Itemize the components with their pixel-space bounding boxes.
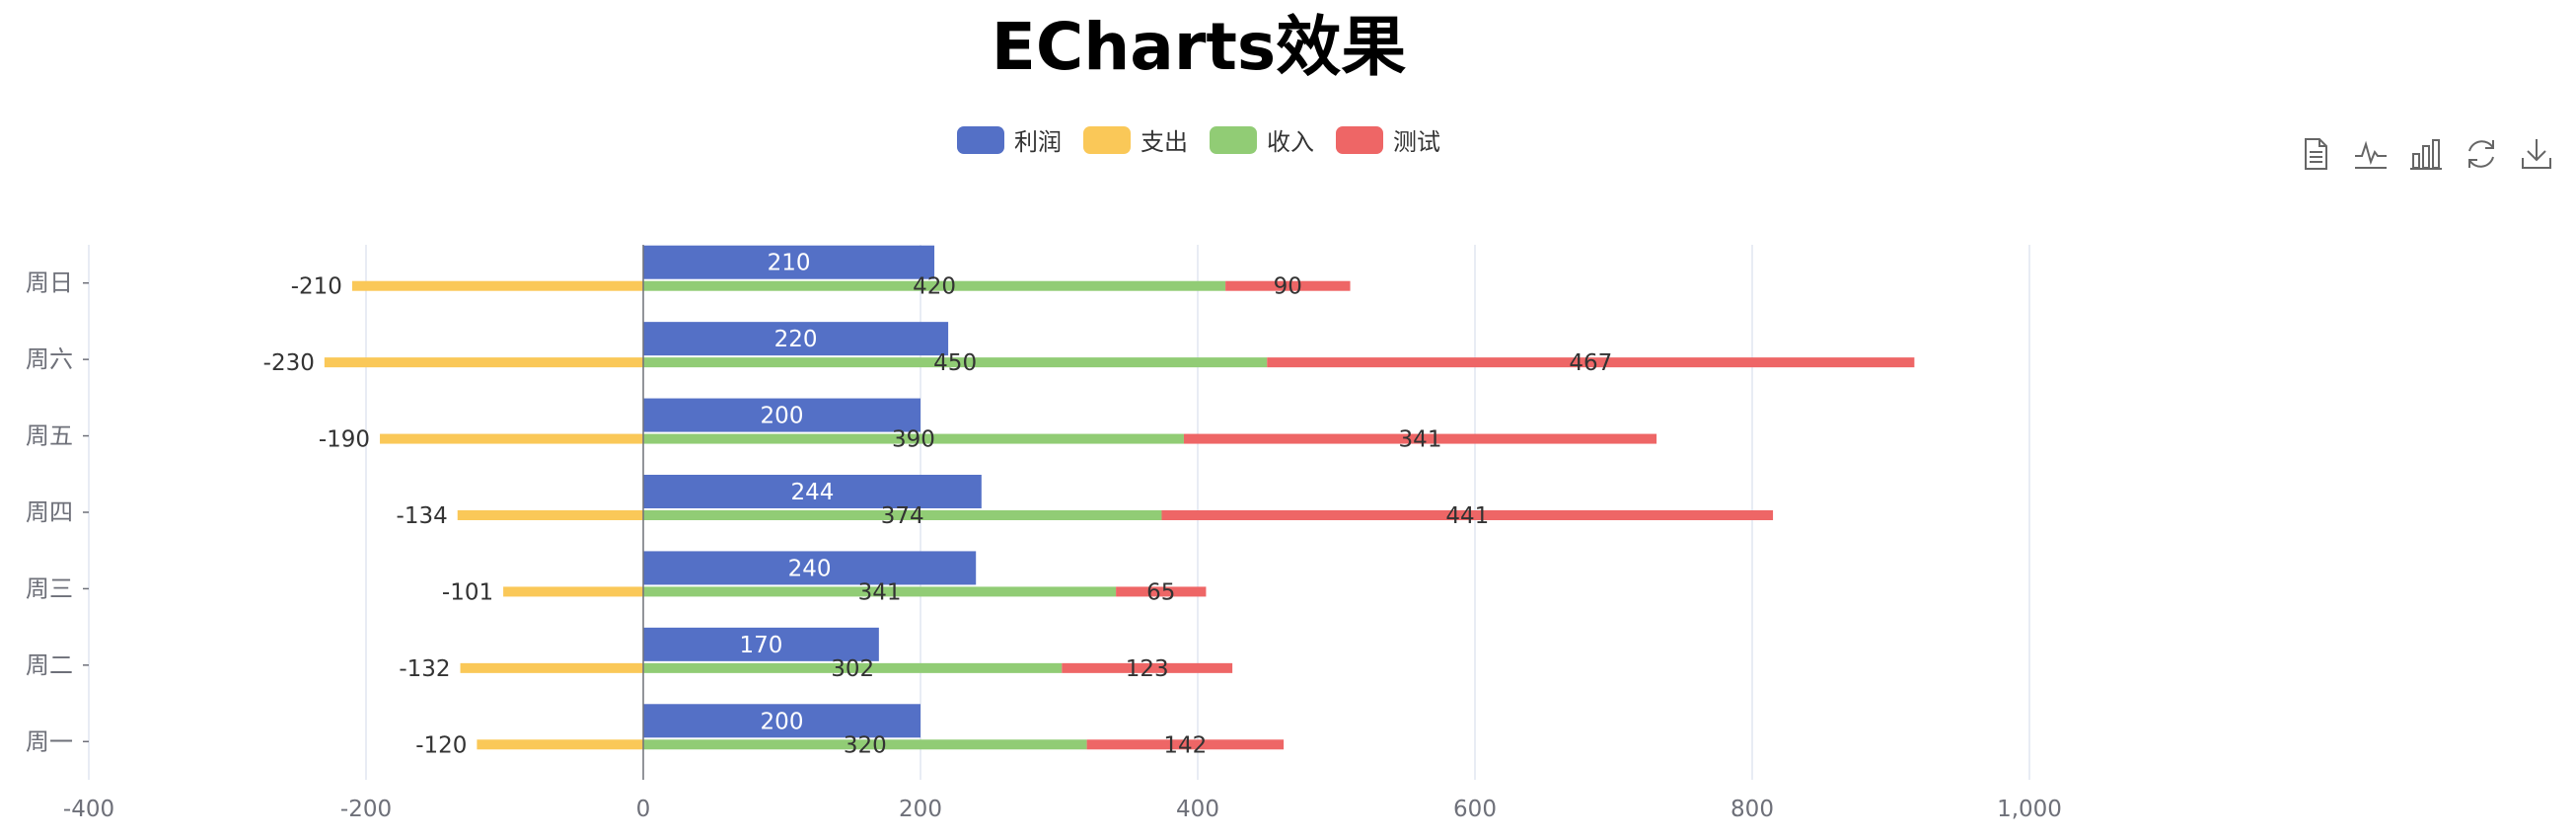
chart-title: ECharts效果: [991, 9, 1407, 85]
bar-test: [1062, 662, 1233, 673]
bar-income: [643, 662, 1063, 673]
bar-profit: [643, 475, 982, 508]
y-tick-label: 周四: [26, 498, 73, 526]
bar-profit: [643, 704, 920, 738]
y-tick-label: 周二: [26, 651, 73, 679]
data-label-test: 441: [1445, 503, 1489, 529]
y-tick-label: 周三: [26, 574, 73, 602]
bar-profit: [643, 627, 879, 661]
data-label-profit: 170: [739, 633, 782, 658]
data-view-icon[interactable]: [2298, 136, 2333, 172]
bar-profit: [643, 398, 920, 432]
legend-swatch-profit: [957, 125, 1004, 154]
y-tick-label: 周日: [26, 269, 73, 297]
bar-expense: [380, 433, 643, 444]
data-label-expense: -101: [442, 579, 493, 605]
legend-swatch-expense: [1083, 125, 1131, 154]
data-label-expense: -120: [415, 732, 467, 758]
data-label-income: 320: [844, 732, 887, 758]
bar-income: [643, 280, 1226, 291]
bar-profit: [643, 245, 935, 279]
bar-expense: [460, 662, 643, 673]
x-tick-label: -400: [63, 797, 114, 822]
bar-income: [643, 433, 1184, 444]
legend-label-income: 收入: [1267, 128, 1314, 156]
data-label-expense: -230: [263, 350, 315, 376]
data-label-expense: -210: [291, 274, 342, 300]
legend-label-test: 测试: [1393, 128, 1440, 156]
bar-income: [643, 357, 1268, 368]
data-label-profit: 220: [774, 327, 818, 352]
data-label-income: 341: [858, 579, 902, 605]
legend-item-profit[interactable]: 利润: [957, 122, 1062, 157]
bar-test: [1116, 586, 1207, 597]
legend-item-expense[interactable]: 支出: [1083, 122, 1188, 157]
bar-test: [1225, 280, 1351, 291]
legend-item-income[interactable]: 收入: [1210, 122, 1314, 157]
data-label-income: 420: [913, 274, 956, 300]
data-label-profit: 200: [761, 404, 804, 429]
data-label-profit: 210: [768, 251, 811, 276]
bar-test: [1161, 510, 1774, 520]
restore-icon[interactable]: [2464, 136, 2499, 172]
x-tick-label: 1,000: [1997, 797, 2062, 822]
x-tick-label: 0: [636, 797, 651, 822]
legend-label-expense: 支出: [1141, 128, 1188, 156]
data-label-test: 90: [1274, 274, 1302, 300]
bar-expense: [324, 357, 643, 368]
data-label-profit: 244: [790, 480, 834, 505]
legend-swatch-test: [1336, 125, 1383, 154]
toolbox: [2298, 136, 2554, 172]
data-label-profit: 240: [788, 556, 832, 581]
line-chart-icon[interactable]: [2353, 136, 2389, 172]
legend-item-test[interactable]: 测试: [1336, 122, 1440, 157]
bar-chart-icon[interactable]: [2408, 136, 2444, 172]
x-tick-label: 600: [1453, 797, 1497, 822]
bar-income: [643, 586, 1117, 597]
x-tick-label: 800: [1730, 797, 1774, 822]
data-label-test: 142: [1163, 732, 1207, 758]
legend-swatch-income: [1210, 125, 1257, 154]
x-tick-label: 200: [899, 797, 942, 822]
y-tick-label: 周一: [26, 727, 73, 755]
bar-expense: [457, 510, 643, 520]
bar-expense: [351, 280, 643, 291]
bar-test: [1086, 739, 1285, 750]
data-label-income: 302: [831, 656, 874, 682]
data-label-profit: 200: [761, 709, 804, 734]
data-label-test: 65: [1146, 579, 1175, 605]
bar-income: [643, 510, 1162, 520]
y-tick-label: 周五: [26, 422, 73, 450]
bar-profit: [643, 551, 977, 585]
data-label-test: 341: [1399, 427, 1442, 453]
bar-profit: [643, 322, 949, 356]
x-tick-label: -200: [340, 797, 392, 822]
data-label-test: 467: [1569, 350, 1612, 376]
data-label-expense: -132: [399, 656, 450, 682]
bar-expense: [477, 739, 643, 750]
x-tick-label: 400: [1176, 797, 1219, 822]
bar-expense: [503, 586, 643, 597]
bar-test: [1267, 357, 1915, 368]
data-label-expense: -134: [397, 503, 448, 529]
bar-test: [1183, 433, 1657, 444]
bar-income: [643, 739, 1087, 750]
legend: 利润 支出 收入 测试: [0, 122, 2397, 174]
download-icon[interactable]: [2519, 136, 2554, 172]
legend-label-profit: 利润: [1014, 128, 1062, 156]
data-label-income: 450: [933, 350, 977, 376]
data-label-income: 390: [892, 427, 935, 453]
data-label-test: 123: [1126, 656, 1169, 682]
data-label-expense: -190: [319, 427, 370, 453]
data-label-income: 374: [881, 503, 924, 529]
y-tick-label: 周六: [26, 345, 73, 373]
